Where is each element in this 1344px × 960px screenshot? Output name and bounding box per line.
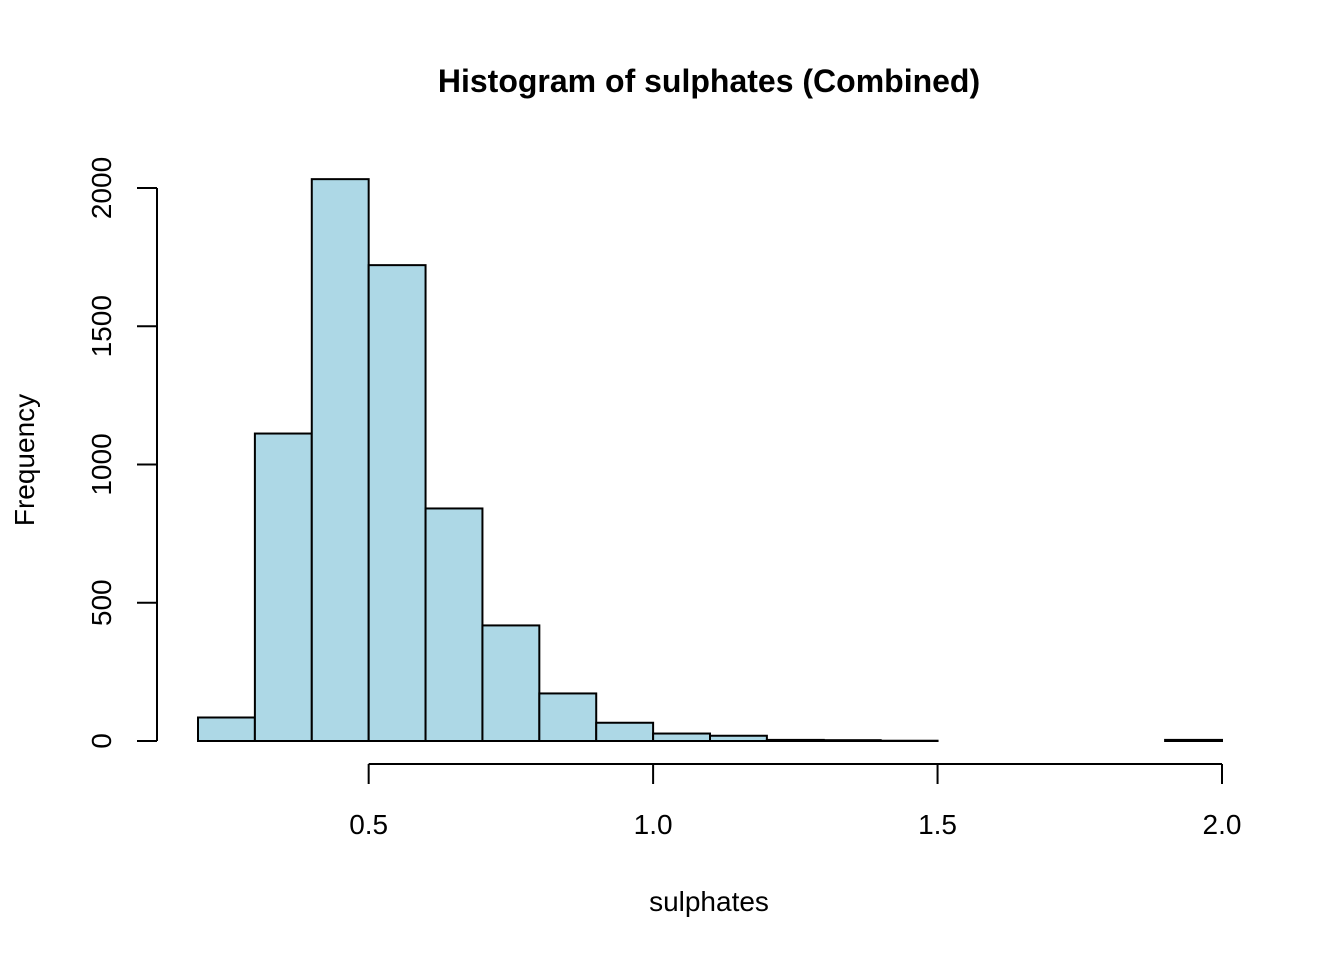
histogram-bar <box>481 624 541 742</box>
y-tick-label: 500 <box>86 579 117 626</box>
histogram-bar <box>253 432 313 742</box>
x-tick-label: 1.0 <box>634 809 673 840</box>
x-axis-title: sulphates <box>649 886 769 917</box>
x-tick-label: 1.5 <box>918 809 957 840</box>
histogram-bar <box>652 732 711 742</box>
y-axis-title: Frequency <box>9 394 40 526</box>
histogram-bar <box>1164 738 1223 742</box>
histogram-bar <box>765 738 825 742</box>
chart-title: Histogram of sulphates (Combined) <box>438 63 980 99</box>
histogram-bar <box>538 692 598 743</box>
histogram-bar <box>367 264 427 742</box>
histogram-bar <box>310 178 370 743</box>
x-tick-label: 2.0 <box>1203 809 1242 840</box>
histogram-bar <box>197 716 256 742</box>
bars-group <box>197 178 1223 743</box>
y-axis: 0 500 1000 1500 2000 <box>86 157 158 749</box>
y-tick-label: 0 <box>86 733 117 749</box>
x-tick-label: 0.5 <box>349 809 388 840</box>
histogram-bar <box>424 507 484 742</box>
x-axis: 0.5 1.0 1.5 2.0 <box>349 763 1242 840</box>
y-tick-label: 1000 <box>86 433 117 495</box>
histogram-bar <box>595 721 655 742</box>
y-tick-label: 2000 <box>86 157 117 219</box>
histogram-bar <box>822 739 882 742</box>
y-tick-label: 1500 <box>86 295 117 357</box>
histogram-bar <box>709 734 768 743</box>
